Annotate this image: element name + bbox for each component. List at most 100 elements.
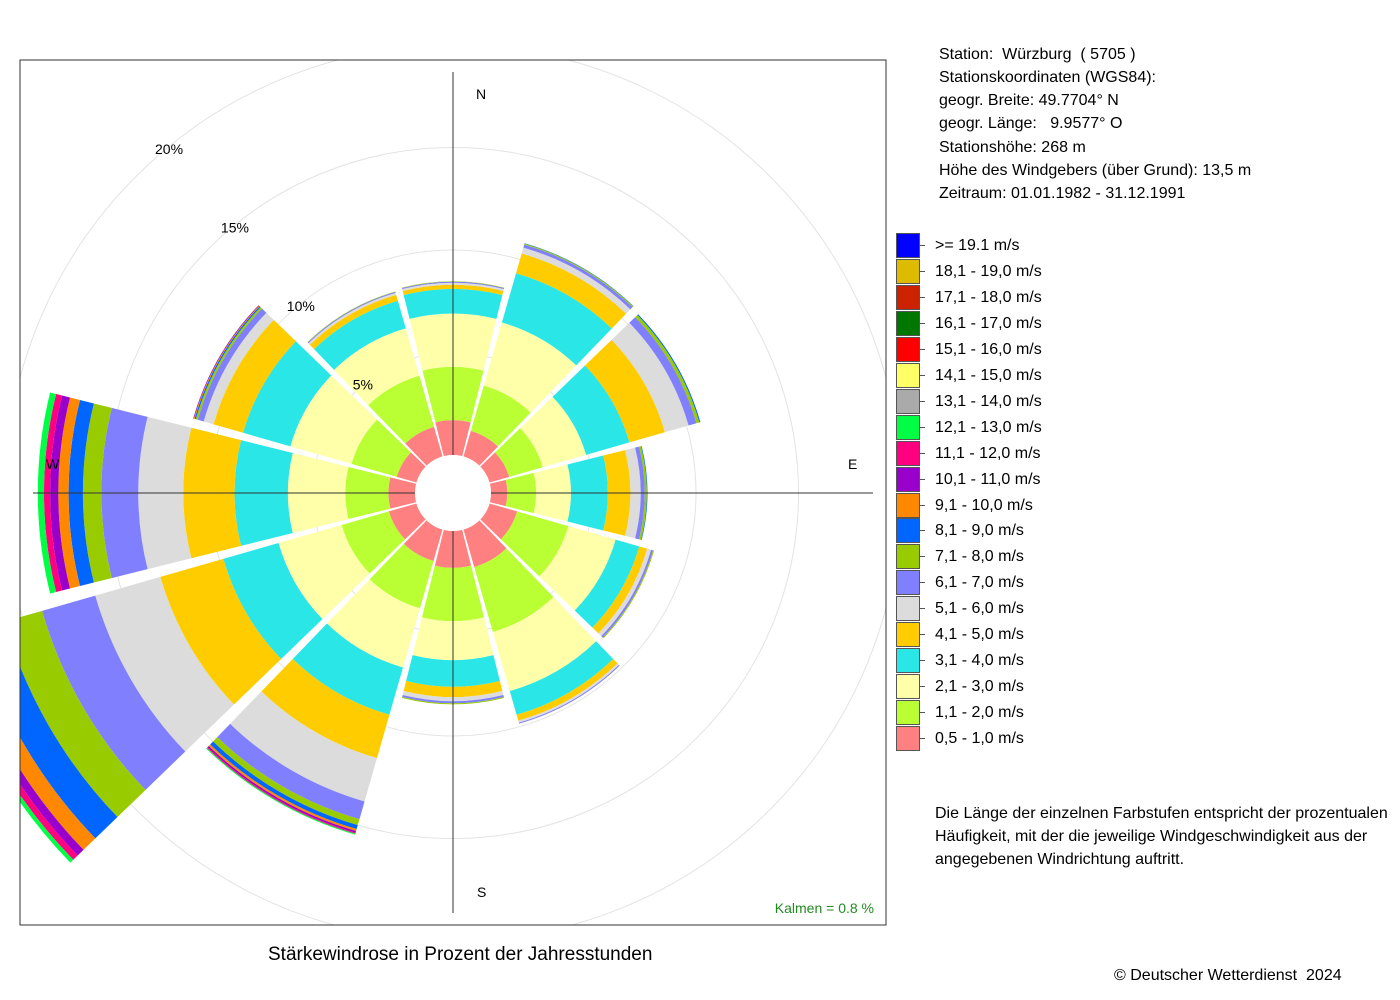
sector-segment (396, 452, 426, 483)
legend-label: 12,1 - 13,0 m/s (935, 418, 1042, 436)
legend-swatch (896, 362, 920, 388)
sector-segment (50, 395, 71, 591)
sector-segment (470, 385, 531, 447)
radial-tick-label: 15% (221, 219, 249, 235)
sector-segment (403, 520, 443, 562)
sector-segment (217, 723, 365, 820)
sector-segment (598, 548, 652, 637)
sector-segment (480, 452, 510, 483)
sector-segment (43, 394, 63, 592)
legend-swatch (896, 518, 920, 544)
legend-tick (920, 374, 925, 376)
legend-swatch (896, 284, 920, 310)
radial-tick-labels: 5% 10% 15% 20% (155, 141, 373, 393)
sector-segment (480, 503, 518, 540)
sector-segment (463, 520, 507, 567)
sector-segment (401, 281, 505, 290)
legend-swatch (896, 544, 920, 570)
station-longitude: geogr. Länge: 9.9577° O (939, 115, 1123, 132)
sector-segment (401, 281, 505, 289)
sector-segment (492, 597, 597, 692)
sector-segment (539, 526, 616, 611)
legend-label: 2,1 - 3,0 m/s (935, 678, 1024, 696)
legend-swatch (896, 674, 920, 700)
station-coords-heading: Stationskoordinaten (WGS84): (939, 69, 1156, 86)
radial-tick-label: 10% (287, 298, 315, 314)
legend-tick (920, 504, 925, 506)
sector-segment (639, 446, 647, 540)
anemometer-height: Höhe des Windgebers (über Grund): 13,5 m (939, 162, 1252, 179)
legend-tick (920, 738, 925, 740)
sector-segment (326, 579, 420, 668)
legend-tick (920, 296, 925, 298)
sector-segment (223, 543, 323, 659)
legend-swatch (896, 388, 920, 414)
legend-label: 10,1 - 11,0 m/s (935, 470, 1041, 488)
sector-segment (388, 503, 426, 540)
sector-segment (501, 273, 612, 366)
legend-tick (920, 270, 925, 272)
legend-swatch (896, 726, 920, 752)
sector-segment (20, 769, 84, 856)
sector-segment (197, 308, 267, 422)
sector-segment (290, 375, 378, 464)
copyright: © Deutscher Wetterdienst 2024 (1114, 967, 1342, 984)
legend-tick (920, 322, 925, 324)
legend-tick (920, 348, 925, 350)
sector-segment (585, 339, 665, 443)
sector-segment (314, 300, 406, 370)
sector-segment (474, 548, 554, 632)
legend-label: 15,1 - 16,0 m/s (935, 340, 1042, 358)
legend-tick (920, 245, 925, 246)
legend-label: 13,1 - 14,0 m/s (935, 392, 1042, 410)
legend-tick (920, 530, 925, 532)
radial-tick-label: 20% (155, 141, 183, 157)
sector-segment (509, 641, 614, 715)
sector-segment (402, 282, 504, 292)
legend-swatch (896, 310, 920, 336)
description-line: Häufigkeit, mit der die jeweilige Windge… (935, 828, 1368, 845)
sector-segment (463, 430, 498, 466)
sector-segment (309, 294, 398, 350)
radial-tick-label: 5% (353, 376, 373, 392)
sector-segment (230, 691, 377, 802)
sector-segment (402, 284, 504, 296)
legend-label: 3,1 - 4,0 m/s (935, 652, 1024, 670)
sector-segment (58, 397, 80, 589)
sector-segment (592, 546, 648, 634)
sector-segment (243, 341, 332, 447)
calm-circle (415, 455, 491, 531)
sector-segment (368, 375, 435, 444)
sector-segment (341, 511, 406, 574)
sector-segment (483, 322, 577, 413)
legend-swatch (896, 700, 920, 726)
sector-segment (203, 312, 274, 425)
legend-label: 14,1 - 15,0 m/s (935, 366, 1042, 384)
sector-segment (369, 543, 434, 609)
legend-tick (920, 400, 925, 402)
legend-tick (920, 660, 925, 662)
sector-segment (278, 524, 370, 620)
sector-segment (292, 623, 403, 715)
sector-segment (635, 446, 645, 540)
legend-label: 5,1 - 6,0 m/s (935, 600, 1024, 618)
description-line: angegebenen Windrichtung auftritt. (935, 851, 1185, 868)
legend-label: 1,1 - 2,0 m/s (935, 704, 1024, 722)
legend-tick (920, 712, 925, 714)
wind-sectors (20, 243, 701, 863)
legend-swatch (896, 492, 920, 518)
legend-tick (920, 478, 925, 480)
sector-segment (42, 595, 186, 790)
time-period: Zeitraum: 01.01.1982 - 31.12.1991 (939, 185, 1186, 202)
description-line: Die Länge der einzelnen Farbstufen entsp… (935, 805, 1388, 822)
legend-label: 4,1 - 5,0 m/s (935, 626, 1024, 644)
legend-swatch (896, 648, 920, 674)
legend-swatch (896, 570, 920, 596)
legend-swatch (896, 258, 920, 284)
legend-label: 16,1 - 17,0 m/s (935, 314, 1042, 332)
sector-segment (401, 696, 505, 705)
sector-segment (160, 558, 282, 705)
station-latitude: geogr. Breite: 49.7704° N (939, 92, 1119, 109)
sector-segment (402, 690, 504, 702)
